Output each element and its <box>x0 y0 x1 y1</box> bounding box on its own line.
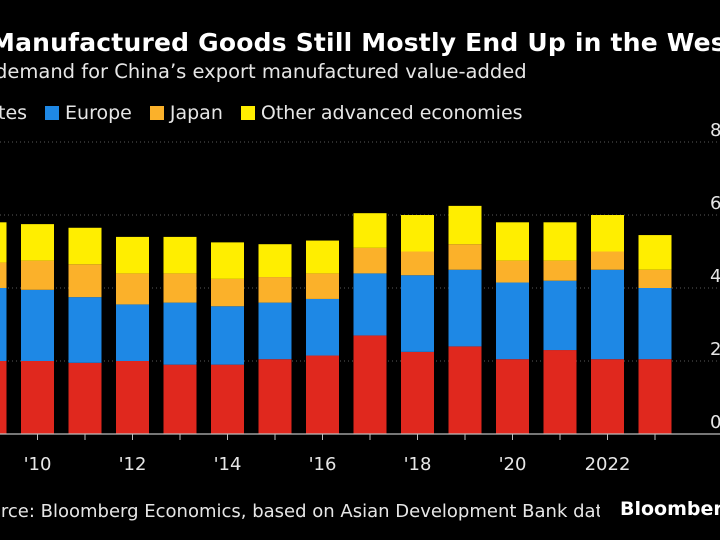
bar-segment <box>401 251 434 276</box>
bar-segment <box>543 222 577 261</box>
legend: tes Europe Japan Other advanced economie… <box>0 102 523 124</box>
bar-segment <box>543 280 577 351</box>
x-tick-label: '18 <box>404 454 432 475</box>
bar-segment <box>258 277 292 303</box>
bloomberg-logo: Bloomberg <box>620 498 720 520</box>
legend-item-united-states: tes <box>0 102 27 124</box>
legend-label-united-states: tes <box>0 102 28 124</box>
bar-segment <box>21 260 54 290</box>
bar-segment <box>258 302 292 360</box>
bar-segment <box>211 306 244 365</box>
source-note-text: Source: Bloomberg Economics, based on As… <box>0 501 600 522</box>
x-tick-label: '10 <box>24 454 52 475</box>
bar-segment <box>591 269 624 360</box>
bar-segment <box>543 260 577 281</box>
bar-segment <box>401 215 434 252</box>
bar-segment <box>68 264 102 298</box>
bar-segment <box>21 361 54 434</box>
legend-label-japan: Japan <box>169 102 223 124</box>
x-tick-label: 2022 <box>585 454 631 475</box>
bar-segment <box>353 247 387 274</box>
bar-segment <box>638 359 672 434</box>
bar-segment <box>211 242 244 279</box>
bar-segment <box>116 361 149 434</box>
bar-segment <box>448 244 482 270</box>
x-tick-label: '20 <box>499 454 527 475</box>
bar-segment <box>496 282 529 360</box>
bar-segment <box>353 335 387 434</box>
bar-segment <box>448 205 482 245</box>
bar-segment <box>401 275 434 352</box>
bar-segment <box>448 269 482 347</box>
x-tick-label: '16 <box>309 454 337 475</box>
legend-swatch-other-advanced <box>240 106 255 120</box>
y-tick-label: 20 <box>710 339 720 360</box>
bar-segment <box>163 364 197 434</box>
y-tick-label: 40 <box>710 266 720 287</box>
bar-segment <box>68 227 102 265</box>
bar-segment <box>353 213 387 248</box>
bar-segment <box>591 359 624 434</box>
bar-segment <box>116 236 149 274</box>
chart-subtitle: demand for China’s export manufactured v… <box>0 60 527 83</box>
y-tick-label: 80 <box>710 120 720 141</box>
bar-segment <box>68 297 102 363</box>
bar-segment <box>163 273 197 303</box>
legend-item-japan: Japan <box>149 102 223 124</box>
bar-segment <box>543 350 577 434</box>
bar-segment <box>496 359 529 434</box>
bar-segment <box>353 273 387 336</box>
legend-label-europe: Europe <box>65 102 132 124</box>
bar-segment <box>163 302 197 365</box>
legend-label-other-advanced: Other advanced economies <box>260 102 523 124</box>
bar-segment <box>0 288 7 361</box>
bar-segment <box>116 273 149 305</box>
bar-segment <box>163 236 197 274</box>
bar-segment <box>68 362 102 434</box>
bar-segment <box>496 260 529 283</box>
bar-segment <box>496 222 529 261</box>
bar-segment <box>448 346 482 434</box>
bar-segment <box>306 355 339 434</box>
bar-segment <box>258 359 292 434</box>
bar-segment <box>0 222 7 263</box>
bar-segment <box>401 351 434 434</box>
bar-segment <box>638 235 672 270</box>
bar-segment <box>0 262 7 288</box>
bar-segment <box>306 273 339 299</box>
legend-swatch-europe <box>45 106 60 120</box>
bar-segment <box>306 298 339 356</box>
x-tick-label: '12 <box>119 454 147 475</box>
bar-segment <box>21 289 54 361</box>
bar-segment <box>591 251 624 270</box>
bar-segment <box>211 364 244 434</box>
bar-segment <box>211 278 244 307</box>
source-note: Source: Bloomberg Economics, based on As… <box>0 501 600 522</box>
y-tick-label: 0 <box>710 412 720 433</box>
bar-segment <box>21 224 54 261</box>
x-tick-label: '14 <box>214 454 242 475</box>
bar-segment <box>306 240 339 274</box>
bar-segment <box>591 215 624 252</box>
bar-segment <box>0 361 7 434</box>
legend-swatch-japan <box>149 106 164 120</box>
bar-segment <box>638 288 672 360</box>
bar-segment <box>116 304 149 361</box>
bar-segment <box>638 269 672 288</box>
legend-item-europe: Europe <box>45 102 132 124</box>
bar-segment <box>258 244 292 278</box>
legend-item-other-advanced: Other advanced economies <box>240 102 523 124</box>
chart-title: Manufactured Goods Still Mostly End Up i… <box>0 28 720 57</box>
y-tick-label: 60 <box>710 193 720 214</box>
